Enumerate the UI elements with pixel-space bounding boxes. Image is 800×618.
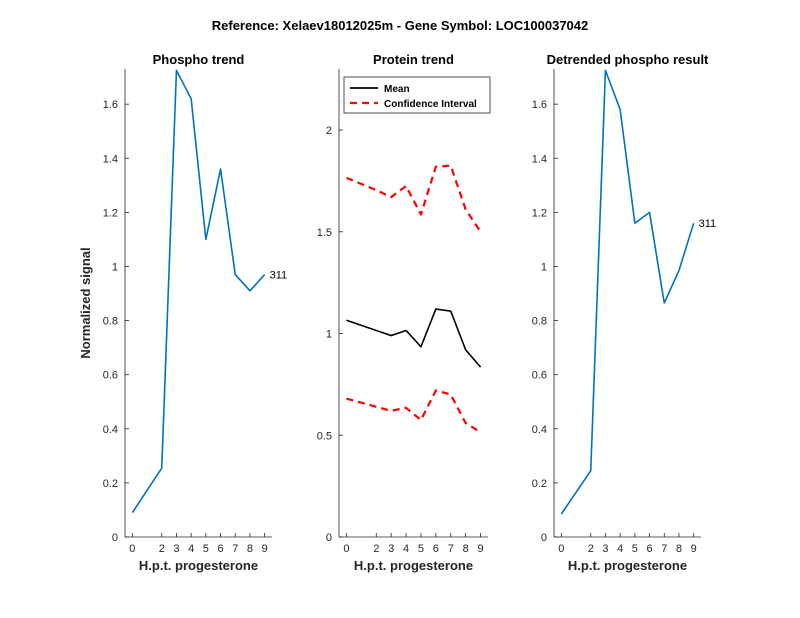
x-tick-label: 7 [661, 543, 667, 555]
x-axis-label: H.p.t. progesterone [139, 558, 258, 573]
y-tick-label: 0.2 [532, 478, 547, 490]
legend: Mean Confidence Interval [343, 76, 491, 114]
subplot-1: 0 0.2 0.4 0.6 0.8 1 1.2 1.4 1.6 0 2 3 4 5 6 7 8 9 311 Phosp… [78, 52, 287, 573]
y-tick-label: 1.4 [532, 153, 547, 165]
x-tick-label: 3 [388, 543, 394, 555]
subplot-title: Phospho trend [153, 52, 245, 67]
x-tick-label: 9 [691, 543, 697, 555]
x-tick-label: 8 [247, 543, 253, 555]
y-tick-label: 1.5 [317, 227, 332, 239]
series-end-label: 311 [699, 218, 717, 230]
x-tick-label: 9 [477, 543, 483, 555]
x-tick-label: 7 [448, 543, 454, 555]
y-tick-label: 0.6 [103, 370, 118, 382]
y-tick-label: 1.4 [103, 153, 118, 165]
subplot-3: 0 0.2 0.4 0.6 0.8 1 1.2 1.4 1.6 0 2 3 4 5 6 7 8 9 311 Detre… [532, 52, 716, 573]
x-tick-label: 0 [558, 543, 564, 555]
subplot-title: Protein trend [373, 52, 454, 67]
series-line-confidence-interval [346, 164, 482, 233]
x-tick-label: 6 [646, 543, 652, 555]
legend-box [343, 76, 491, 114]
x-tick-label: 2 [159, 543, 165, 555]
series-line-311 [560, 69, 695, 515]
series-line-confidence-interval-lower [346, 389, 482, 434]
y-tick-label: 0.6 [532, 370, 547, 382]
x-axis-label: H.p.t. progesterone [568, 558, 687, 573]
series-end-label: 311 [270, 270, 288, 282]
y-tick-label: 1 [112, 261, 118, 273]
x-tick-label: 4 [617, 543, 623, 555]
x-tick-label: 8 [463, 543, 469, 555]
series-line-mean [346, 308, 482, 368]
y-axis-label: Normalized signal [78, 247, 93, 358]
x-tick-label: 6 [433, 543, 439, 555]
x-tick-label: 7 [232, 543, 238, 555]
x-tick-label: 0 [129, 543, 135, 555]
figure-title: Reference: Xelaev18012025m - Gene Symbol… [212, 18, 589, 33]
x-tick-label: 9 [262, 543, 268, 555]
y-tick-label: 0.4 [103, 424, 118, 436]
subplot-title: Detrended phospho result [547, 52, 709, 67]
x-tick-label: 0 [343, 543, 349, 555]
x-tick-label: 5 [632, 543, 638, 555]
y-tick-label: 1 [326, 329, 332, 341]
x-tick-label: 5 [418, 543, 424, 555]
y-tick-label: 0.8 [532, 316, 547, 328]
x-tick-label: 2 [588, 543, 594, 555]
x-tick-label: 2 [373, 543, 379, 555]
legend-label: Mean [384, 84, 410, 95]
legend-label: Confidence Interval [384, 99, 477, 110]
y-tick-label: 0.4 [532, 424, 547, 436]
y-tick-label: 0.5 [317, 430, 332, 442]
y-tick-label: 1.6 [103, 99, 118, 111]
y-tick-label: 0 [112, 532, 118, 544]
y-tick-label: 0.2 [103, 478, 118, 490]
x-tick-label: 4 [403, 543, 409, 555]
x-axis-label: H.p.t. progesterone [354, 558, 473, 573]
y-tick-label: 0.8 [103, 316, 118, 328]
subplots: 00.20.40.60.811.21.41.60 2 3 4 5 6 7 8 9311Phosp… [78, 52, 716, 573]
y-tick-label: 0 [326, 532, 332, 544]
x-tick-label: 5 [203, 543, 209, 555]
x-tick-label: 3 [602, 543, 608, 555]
series-line-311 [131, 69, 266, 514]
y-tick-label: 0 [541, 532, 547, 544]
y-tick-label: 1 [541, 261, 547, 273]
x-tick-label: 8 [676, 543, 682, 555]
x-tick-label: 4 [188, 543, 194, 555]
y-tick-label: 1.6 [532, 99, 547, 111]
y-tick-label: 2 [326, 125, 332, 137]
x-tick-label: 6 [217, 543, 223, 555]
y-tick-label: 1.2 [532, 207, 547, 219]
y-tick-label: 1.2 [103, 207, 118, 219]
x-tick-label: 3 [173, 543, 179, 555]
